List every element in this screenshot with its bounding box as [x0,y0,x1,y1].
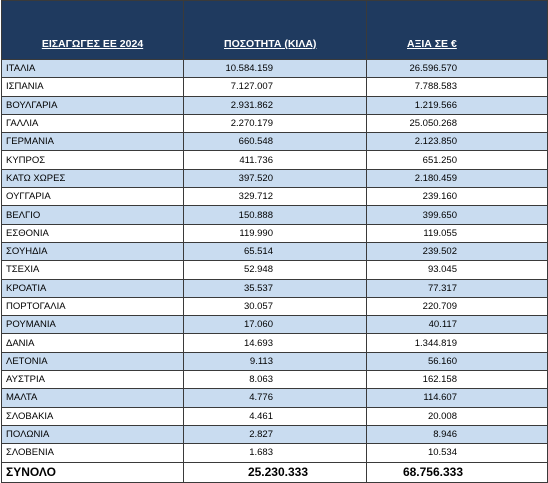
number-cell: 1.683 [183,443,367,463]
country-cell: ΛΕΤΟΝΙΑ [1,351,184,372]
number-cell: 8.063 [183,370,367,390]
data-row: ΕΣΘΟΝΙΑ 119.990 119.055 [1,223,548,243]
data-row: ΒΕΛΓΙΟ 150.888 399.650 [1,205,548,225]
number-cell: 2.123.850 [366,132,548,152]
number-cell: 9.113 [183,351,367,372]
data-row: ΙΤΑΛΙΑ 10.584.159 26.596.570 [1,58,548,79]
header-cell: ΕΙΣΑΓΩΓΕΣ ΕΕ 2024 [1,0,184,60]
number-cell: 8.946 [366,424,548,445]
country-cell: ΓΕΡΜΑΝΙΑ [1,132,184,152]
country-cell: ΑΥΣΤΡΙΑ [1,370,184,390]
data-row: ΚΑΤΩ ΧΩΡΕΣ 397.520 2.180.459 [1,168,548,189]
number-cell: 10.584.159 [183,58,367,79]
number-cell: 30.057 [183,296,367,317]
data-row: ΑΥΣΤΡΙΑ 8.063 162.158 [1,370,548,390]
number-cell: 14.693 [183,333,367,353]
country-cell: ΒΟΥΛΓΑΡΙΑ [1,95,184,115]
header-row: ΕΙΣΑΓΩΓΕΣ ΕΕ 2024 ΠΟΣΟΤΗΤΑ (ΚΙΛΑ) ΑΞΙΑ Σ… [1,0,548,60]
number-cell: 2.270.179 [183,113,367,134]
number-cell: 162.158 [366,370,548,390]
number-cell: 52.948 [183,260,367,280]
data-row: ΣΛΟΒΕΝΙΑ 1.683 10.534 [1,443,548,463]
data-row: ΓΕΡΜΑΝΙΑ 660.548 2.123.850 [1,132,548,152]
data-row: ΛΕΤΟΝΙΑ 9.113 56.160 [1,351,548,372]
number-cell: 114.607 [366,388,548,408]
data-row: ΜΑΛΤΑ 4.776 114.607 [1,388,548,408]
country-cell: ΜΑΛΤΑ [1,388,184,408]
data-row: ΠΟΛΩΝΙΑ 2.827 8.946 [1,424,548,445]
country-cell: ΚΑΤΩ ΧΩΡΕΣ [1,168,184,189]
data-row: ΚΥΠΡΟΣ 411.736 651.250 [1,150,548,170]
country-cell: ΣΟΥΗΔΙΑ [1,241,184,262]
number-cell: 2.180.459 [366,168,548,189]
table-body: ΙΤΑΛΙΑ 10.584.159 26.596.570 ΙΣΠΑΝΙΑ 7.127.0… [1,58,548,483]
number-cell: 411.736 [183,150,367,170]
number-cell: 2.931.862 [183,95,367,115]
number-cell: 77.317 [366,278,548,298]
country-cell: ΣΥΝΟΛΟ [1,461,184,483]
number-cell: 4.461 [183,406,367,426]
number-cell: 4.776 [183,388,367,408]
country-cell: ΙΤΑΛΙΑ [1,58,184,79]
country-cell: ΣΛΟΒΕΝΙΑ [1,443,184,463]
number-cell: 1.344.819 [366,333,548,353]
number-cell: 220.709 [366,296,548,317]
number-cell: 660.548 [183,132,367,152]
number-cell: 65.514 [183,241,367,262]
number-cell: 239.502 [366,241,548,262]
country-cell: ΡΟΥΜΑΝΙΑ [1,315,184,335]
country-cell: ΠΟΛΩΝΙΑ [1,424,184,445]
data-row: ΔΑΝΙΑ 14.693 1.344.819 [1,333,548,353]
country-cell: ΠΟΡΤΟΓΑΛΙΑ [1,296,184,317]
number-cell: 68.756.333 [366,461,548,483]
country-cell: ΤΣΕΧΙΑ [1,260,184,280]
number-cell: 20.008 [366,406,548,426]
number-cell: 150.888 [183,205,367,225]
data-row: ΣΟΥΗΔΙΑ 65.514 239.502 [1,241,548,262]
country-cell: ΕΣΘΟΝΙΑ [1,223,184,243]
data-row: ΓΑΛΛΙΑ 2.270.179 25.050.268 [1,113,548,134]
data-row: ΡΟΥΜΑΝΙΑ 17.060 40.117 [1,315,548,335]
number-cell: 397.520 [183,168,367,189]
number-cell: 40.117 [366,315,548,335]
header-cell: ΑΞΙΑ ΣΕ € [366,0,548,60]
header-cell: ΠΟΣΟΤΗΤΑ (ΚΙΛΑ) [183,0,367,60]
number-cell: 651.250 [366,150,548,170]
number-cell: 26.596.570 [366,58,548,79]
number-cell: 119.055 [366,223,548,243]
data-row: ΠΟΡΤΟΓΑΛΙΑ 30.057 220.709 [1,296,548,317]
number-cell: 7.127.007 [183,77,367,97]
country-cell: ΒΕΛΓΙΟ [1,205,184,225]
country-cell: ΚΡΟΑΤΙΑ [1,278,184,298]
number-cell: 329.712 [183,187,367,207]
country-cell: ΚΥΠΡΟΣ [1,150,184,170]
number-cell: 1.219.566 [366,95,548,115]
number-cell: 25.050.268 [366,113,548,134]
data-row: ΟΥΓΓΑΡΙΑ 329.712 239.160 [1,187,548,207]
country-cell: ΣΛΟΒΑΚΙΑ [1,406,184,426]
number-cell: 35.537 [183,278,367,298]
number-cell: 119.990 [183,223,367,243]
number-cell: 7.788.583 [366,77,548,97]
country-cell: ΓΑΛΛΙΑ [1,113,184,134]
number-cell: 239.160 [366,187,548,207]
data-row: ΒΟΥΛΓΑΡΙΑ 2.931.862 1.219.566 [1,95,548,115]
number-cell: 17.060 [183,315,367,335]
number-cell: 93.045 [366,260,548,280]
number-cell: 2.827 [183,424,367,445]
data-row: ΚΡΟΑΤΙΑ 35.537 77.317 [1,278,548,298]
data-row: ΙΣΠΑΝΙΑ 7.127.007 7.788.583 [1,77,548,97]
number-cell: 25.230.333 [183,461,367,483]
number-cell: 56.160 [366,351,548,372]
number-cell: 10.534 [366,443,548,463]
country-cell: ΟΥΓΓΑΡΙΑ [1,187,184,207]
total-row: ΣΥΝΟΛΟ 25.230.333 68.756.333 [1,461,548,483]
number-cell: 399.650 [366,205,548,225]
data-row: ΣΛΟΒΑΚΙΑ 4.461 20.008 [1,406,548,426]
data-row: ΤΣΕΧΙΑ 52.948 93.045 [1,260,548,280]
country-cell: ΙΣΠΑΝΙΑ [1,77,184,97]
country-cell: ΔΑΝΙΑ [1,333,184,353]
